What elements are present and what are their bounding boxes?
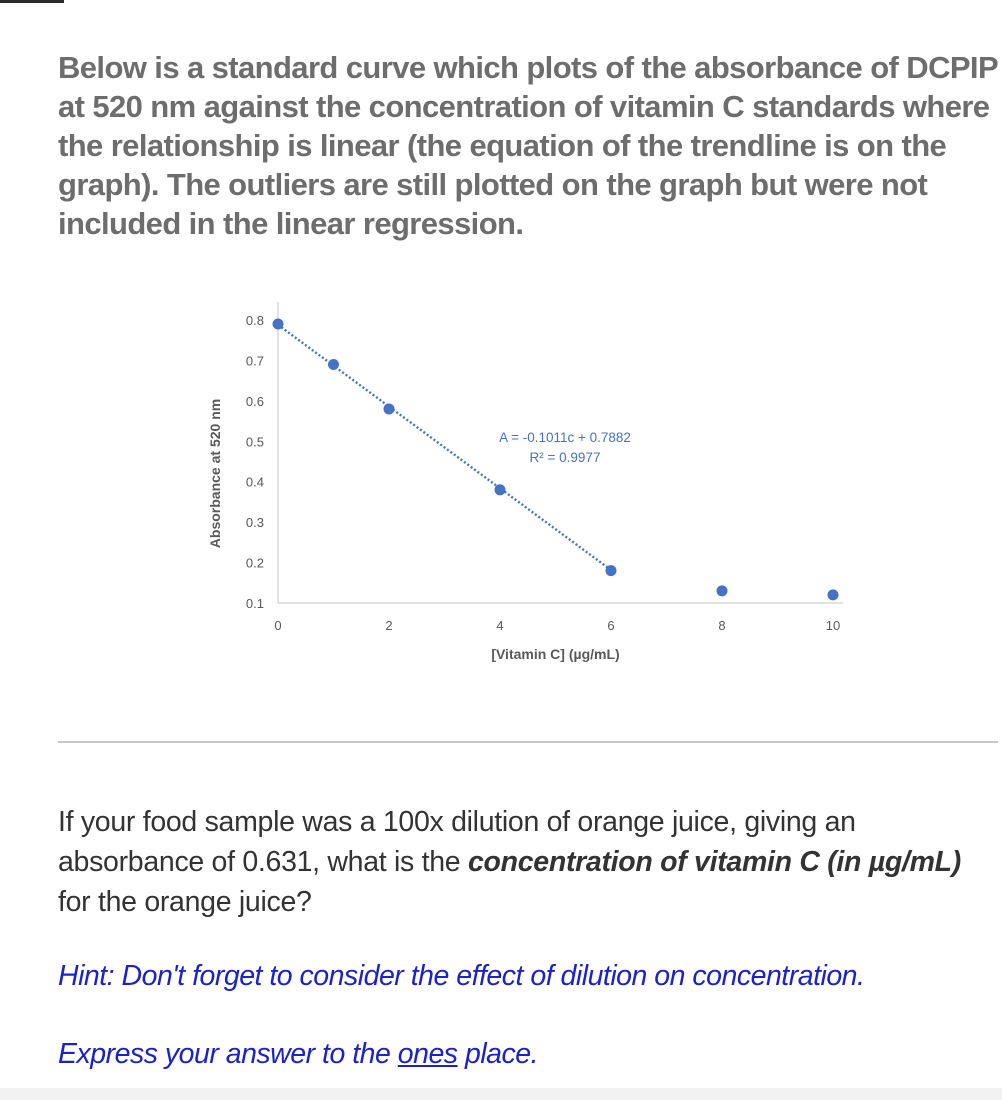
hint-text: Hint: Don't forget to consider the effec… (58, 960, 865, 992)
answer-format-instruction: Express your answer to the ones place. (58, 1034, 539, 1074)
chart-svg: 0.8 0.7 0.6 0.5 0.4 0.3 0.2 0.1 0 2 4 6 8 10 [Vitamin … (207, 302, 843, 662)
question-text-start: If your food sample was a 100x dilution … (58, 806, 856, 878)
data-point (716, 585, 728, 597)
section-divider (58, 741, 998, 743)
y-axis-title: Absorbance at 520 nm (207, 399, 223, 548)
data-point (494, 484, 506, 496)
y-tick-label: 0.7 (246, 353, 264, 368)
bottom-band (0, 1088, 1002, 1100)
x-tick-label: 10 (826, 618, 840, 633)
standard-curve-chart: 0.8 0.7 0.6 0.5 0.4 0.3 0.2 0.1 0 2 4 6 8 10 [Vitamin … (200, 285, 860, 675)
data-point (328, 358, 339, 370)
y-tick-label: 0.3 (246, 515, 264, 530)
y-tick-label: 0.4 (246, 475, 264, 490)
y-tick-label: 0.6 (246, 394, 264, 409)
express-text-end: place. (457, 1038, 539, 1070)
x-tick-label: 2 (385, 618, 392, 633)
y-tick-label: 0.5 (246, 434, 264, 449)
data-point (827, 589, 839, 601)
top-tab-indicator (0, 0, 64, 3)
data-point (605, 565, 617, 577)
question-text-end: for the orange juice? (58, 886, 312, 918)
express-text-start: Express your answer to the (58, 1038, 398, 1070)
data-point (272, 318, 284, 330)
trendline-r2-label: R² = 0.9977 (530, 450, 601, 465)
data-point (383, 403, 395, 415)
trendline (277, 323, 612, 571)
express-underlined: ones (397, 1038, 458, 1070)
x-tick-label: 0 (274, 618, 281, 633)
intro-paragraph: Below is a standard curve which plots of… (58, 50, 998, 241)
question-text: If your food sample was a 100x dilution … (58, 802, 978, 922)
x-tick-label: 4 (496, 618, 503, 633)
x-axis-title: [Vitamin C] (µg/mL) (491, 646, 619, 662)
x-tick-label: 8 (718, 618, 725, 633)
x-tick-label: 6 (607, 618, 614, 633)
question-emphasis: concentration of vitamin C (in µg/mL) (467, 846, 961, 878)
y-tick-label: 0.1 (246, 596, 264, 611)
trendline-equation-label: A = -0.1011c + 0.7882 (499, 430, 631, 445)
y-tick-label: 0.2 (246, 556, 264, 571)
y-tick-label: 0.8 (246, 313, 264, 328)
